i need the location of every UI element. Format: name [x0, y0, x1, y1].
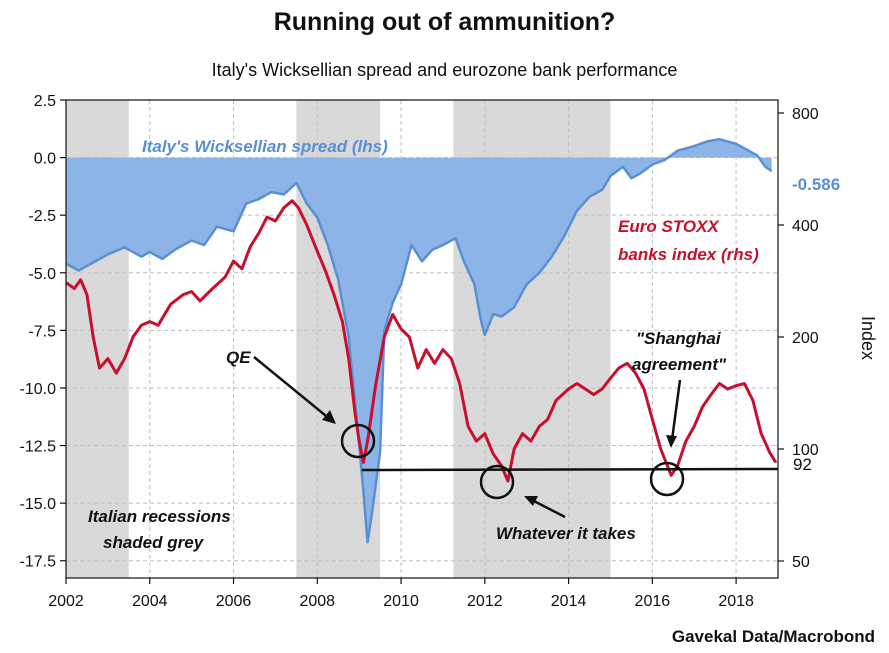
x-tick-label-6: 2014: [551, 593, 587, 610]
qe-label: QE: [226, 348, 251, 367]
chart-subtitle: Italy's Wicksellian spread and eurozone …: [211, 60, 678, 80]
plot-frame: [65, 99, 779, 579]
left-tick-label-1: 0.0: [34, 151, 56, 168]
source-credit: Gavekal Data/Macrobond: [671, 627, 875, 646]
shanghai-arrowhead: [666, 435, 677, 448]
shanghai-label-line1: "Shanghai: [636, 329, 722, 348]
x-tick-label-4: 2010: [383, 593, 419, 610]
series-lines: [65, 137, 778, 544]
x-tick-label-3: 2008: [299, 593, 335, 610]
legend-banks-label-line2: banks index (rhs): [618, 245, 759, 264]
spread-area-fill: [66, 139, 772, 543]
whatever-arrow: [529, 497, 566, 519]
spread-last-value: -0.586: [792, 175, 840, 194]
x-tick-label-5: 2012: [467, 593, 503, 610]
left-tick-label-6: -12.5: [20, 439, 57, 456]
qe-circle: [340, 423, 376, 459]
shanghai-circle: [649, 461, 685, 497]
chart-title: Running out of ammunition?: [273, 8, 616, 36]
recessions-label-line2: shaded grey: [103, 533, 205, 552]
whatever-label: Whatever it takes: [496, 524, 636, 543]
axes: 2.5 0.0 -2.5 -5.0 -7.5 -10.0 -12.5 -15.0 -17.5 80…: [20, 93, 819, 610]
right-tick-label-4: 50: [792, 554, 810, 571]
left-tick-label-7: -15.0: [20, 496, 57, 513]
x-tick-label-1: 2004: [132, 593, 168, 610]
spread-area: [66, 139, 772, 543]
banks-line: [65, 199, 778, 483]
annotations: Italy's Wicksellian spread (lhs) Euro ST…: [88, 137, 878, 552]
whatever-circle: [479, 464, 515, 500]
left-tick-label-4: -7.5: [28, 323, 56, 340]
recessions-label-line1: Italian recessions: [88, 507, 231, 526]
shanghai-arrow: [670, 379, 682, 441]
x-tick-label-0: 2002: [48, 593, 84, 610]
support-line: [361, 467, 779, 472]
qe-arrowhead: [322, 410, 336, 424]
spread-line: [65, 137, 773, 544]
qe-arrow: [253, 356, 332, 421]
right-axis-label: Index: [858, 316, 878, 360]
left-tick-label-3: -5.0: [28, 266, 56, 283]
whatever-arrowhead: [524, 496, 538, 506]
right-tick-label-2: 200: [792, 330, 819, 347]
x-tick-label-2: 2006: [216, 593, 252, 610]
x-tick-label-8: 2018: [718, 593, 754, 610]
legend-banks-label-line1: Euro STOXX: [618, 217, 720, 236]
x-tick-label-7: 2016: [635, 593, 671, 610]
right-tick-label-3: 100: [792, 442, 819, 459]
banks-last-value: 92: [793, 455, 812, 474]
left-tick-label-2: -2.5: [28, 208, 56, 225]
left-tick-label-5: -10.0: [20, 381, 57, 398]
left-tick-label-0: 2.5: [34, 93, 56, 110]
right-tick-label-0: 800: [792, 106, 819, 123]
legend-spread-label: Italy's Wicksellian spread (lhs): [142, 137, 388, 156]
shanghai-label-line2: agreement": [632, 355, 727, 374]
left-tick-label-8: -17.5: [20, 554, 57, 571]
right-tick-label-1: 400: [792, 218, 819, 235]
